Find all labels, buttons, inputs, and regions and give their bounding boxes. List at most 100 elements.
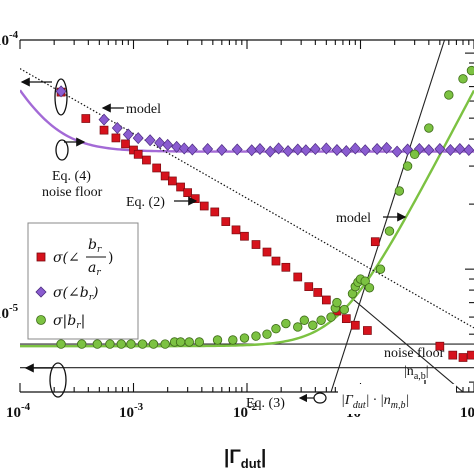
annotation-model-right: model (336, 211, 371, 226)
green-circle-point (92, 339, 103, 349)
purple-diamond-point (320, 142, 332, 155)
purple-diamond-point (444, 143, 456, 157)
red-square-point (231, 225, 241, 235)
red-square-point (467, 350, 474, 360)
red-square-point (81, 114, 91, 123)
purple-diamond-point (434, 142, 446, 155)
purple-diamond-point (246, 144, 258, 157)
purple-diamond-point (359, 144, 371, 157)
x-tick-label-1e-4: 10-4 (6, 401, 31, 421)
purple-diamond-point (282, 145, 294, 158)
x-tick-label-1e-3: 10-3 (119, 401, 144, 421)
x-axis-title: |Γdut| (224, 447, 266, 471)
green-circle-point (281, 318, 291, 329)
purple-diamond-point (371, 142, 383, 155)
gamma-term-box (338, 384, 456, 414)
green-circle-point (56, 339, 66, 349)
red-square-point (152, 163, 162, 173)
annotation-gamma-term: |Γdut| · |nm,b| (341, 393, 409, 411)
red-square-point (168, 176, 177, 186)
legend-marker-red (36, 252, 46, 262)
purple-diamond-point (264, 145, 276, 158)
red-square-point (199, 201, 209, 211)
annotation-eq2: Eq. (2) (126, 195, 165, 210)
annotation-noise-floor-right: noise floor (384, 346, 445, 361)
red-square-point (313, 288, 323, 297)
red-square-point (99, 125, 109, 135)
green-circle-point (184, 337, 194, 347)
annotation-n-ab: |na,b| (404, 364, 429, 382)
annotation-eq4: Eq. (4) (52, 169, 91, 184)
legend-frac-den: ar (88, 260, 101, 278)
reference-line (349, 295, 464, 392)
green-circle-point (332, 297, 342, 308)
green-circle-point (466, 65, 474, 76)
green-circle-point (228, 335, 238, 345)
legend: σ(∠ br ar ) σ(∠br) σ|br| (27, 222, 139, 340)
green-circle-point (308, 320, 318, 330)
red-square-point (321, 295, 331, 305)
purple-diamond-point (340, 145, 352, 158)
green-circle-point (299, 315, 310, 325)
green-circle-point (444, 90, 454, 100)
ellipse-bottom-left (49, 362, 67, 398)
green-circle-point (375, 264, 386, 274)
ellipse-top-left (54, 78, 68, 116)
red-square-point (221, 217, 231, 226)
green-circle-point (394, 186, 405, 196)
purple-diamond-point (463, 143, 474, 157)
green-circle-point (194, 337, 205, 347)
green-circle-point (384, 226, 395, 236)
purple-diamond-point (144, 134, 156, 147)
purple-diamond-point (186, 143, 198, 156)
purple-diamond-point (454, 142, 466, 155)
red-square-point (251, 240, 261, 249)
red-square-point (176, 182, 185, 192)
purple-diamond-point (309, 142, 321, 155)
purple-diamond-point (349, 142, 361, 155)
red-square-point (160, 171, 170, 181)
red-square-point (304, 282, 314, 291)
purple-diamond-point (402, 143, 414, 156)
green-circle-point (126, 339, 136, 349)
green-circle-point (175, 337, 186, 347)
purple-diamond-point (98, 113, 110, 126)
plot-area (20, 40, 474, 392)
green-circle-point (402, 161, 413, 171)
red-square-point (121, 139, 130, 149)
green-circle-point (77, 339, 87, 349)
green-circle-point (409, 149, 420, 160)
green-circle-point (262, 329, 272, 339)
green-circle-point (148, 339, 159, 349)
green-circle-point (364, 283, 375, 293)
purple-diamond-point (331, 143, 343, 157)
annotation-eq3: Eq. (3) (246, 396, 285, 411)
x-tick-label-1e-2: 10-2 (233, 401, 258, 421)
red-square-point (293, 272, 303, 282)
red-square-point (350, 320, 360, 330)
y-tick-label-1e-5: 10-5 (0, 302, 19, 322)
purple-diamond-point (122, 128, 134, 141)
green-circle-point (137, 339, 148, 349)
purple-diamond-point (391, 145, 403, 158)
green-circle-point (339, 304, 350, 315)
red-square-point (240, 231, 249, 241)
red-square-point (210, 207, 220, 217)
purple-diamond-point (231, 143, 243, 156)
green-circle-point (251, 331, 261, 341)
purple-diamond-point (423, 143, 435, 157)
data-markers (55, 65, 474, 362)
purple-diamond-point (216, 143, 228, 157)
red-square-point (448, 350, 458, 360)
red-square-point (363, 326, 372, 335)
red-square-point (370, 237, 380, 247)
purple-diamond-point (111, 122, 123, 135)
ellipse-eq3 (313, 392, 327, 404)
green-circle-point (424, 123, 434, 133)
legend-frac-num: br (88, 237, 102, 255)
purple-diamond-point (300, 144, 312, 157)
annotation-model-top: model (126, 102, 161, 117)
purple-diamond-point (55, 85, 67, 98)
green-circle-point (271, 324, 281, 334)
